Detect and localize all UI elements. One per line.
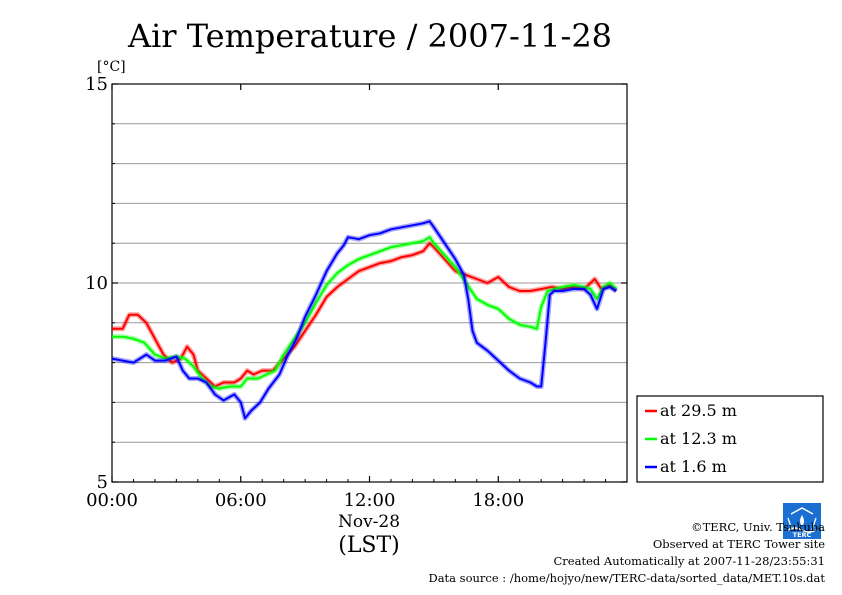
series-0 xyxy=(112,240,618,389)
y-tick-label: 15 xyxy=(85,74,108,95)
y-axis: 5 10 15 xyxy=(85,74,627,493)
x-axis-timezone-label: (LST) xyxy=(338,533,400,558)
x-tick-label: 18:00 xyxy=(472,490,524,511)
series-line xyxy=(112,236,617,390)
series-2 xyxy=(111,218,618,421)
y-axis-unit-label: [°C] xyxy=(97,59,126,75)
series-1 xyxy=(112,234,618,391)
legend-label: at 1.6 m xyxy=(660,457,727,476)
series-lines xyxy=(111,218,618,421)
x-axis-date-label: Nov-28 xyxy=(338,512,400,532)
legend-box xyxy=(636,395,824,483)
footer-source: Data source : /home/hojyo/new/TERC-data/… xyxy=(428,571,825,585)
chart-title: Air Temperature / 2007-11-28 xyxy=(127,17,612,55)
series-line xyxy=(112,242,617,388)
footer-created: Created Automatically at 2007-11-28/23:5… xyxy=(554,554,826,568)
y-tick-label: 5 xyxy=(97,472,108,493)
footer-site: Observed at TERC Tower site xyxy=(653,537,825,551)
legend-label: at 12.3 m xyxy=(660,429,737,448)
grid-lines xyxy=(112,123,627,443)
x-tick-label: 00:00 xyxy=(86,490,138,511)
terc-logo: TERC xyxy=(783,503,821,539)
y-tick-label: 10 xyxy=(85,273,108,294)
terc-logo-text: TERC xyxy=(793,531,812,539)
x-tick-label: 06:00 xyxy=(215,490,267,511)
legend: at 29.5 m at 12.3 m at 1.6 m xyxy=(636,395,824,483)
series-line xyxy=(111,220,617,420)
legend-label: at 29.5 m xyxy=(660,401,737,420)
x-tick-label: 12:00 xyxy=(344,490,396,511)
x-axis: 00:00 06:00 12:00 18:00 xyxy=(86,84,607,511)
footer-copyright: ©TERC, Univ. Tsukuba xyxy=(691,520,825,534)
